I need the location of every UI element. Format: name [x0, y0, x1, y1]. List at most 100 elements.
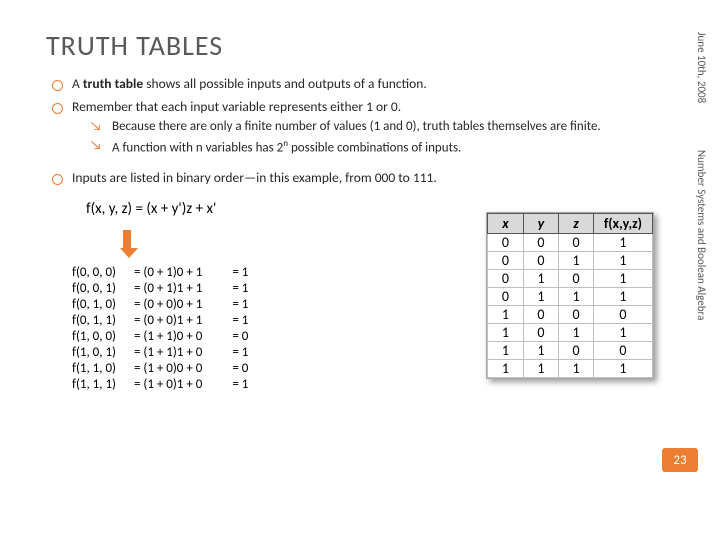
page-number-badge: 23 — [662, 448, 698, 472]
down-arrow-icon — [120, 230, 134, 258]
calc-result: = 1 — [210, 264, 256, 280]
calc-fn: f(1, 1, 1) — [72, 376, 124, 392]
bullet-3: Inputs are listed in binary order—in thi… — [50, 169, 674, 186]
truth-cell: 1 — [593, 360, 652, 378]
truth-cell: 1 — [593, 252, 652, 270]
calc-expr: = (0 + 1)1 + 1 — [124, 280, 210, 296]
truth-header: y — [523, 214, 559, 234]
text: A function with n variables has 2 — [112, 140, 283, 155]
calc-result: = 1 — [210, 376, 256, 392]
truth-cell: 0 — [488, 234, 523, 252]
calc-expr: = (0 + 0)1 + 1 — [124, 312, 210, 328]
truth-cell: 1 — [593, 288, 652, 306]
formula-block: f(x, y, z) = (x + y')z + x' f(0, 0, 0)= … — [72, 200, 412, 392]
sub-bullet-list: Because there are only a finite number o… — [72, 115, 674, 163]
calc-row: f(1, 1, 0)= (1 + 0)0 + 0= 0 — [72, 360, 256, 376]
calc-fn: f(0, 1, 0) — [72, 296, 124, 312]
sub-bullet-2b: A function with n variables has 2n possi… — [90, 138, 674, 155]
bullet-list: A truth table shows all possible inputs … — [46, 75, 674, 186]
truth-cell: 1 — [593, 324, 652, 342]
calc-result: = 0 — [210, 328, 256, 344]
calc-result: = 0 — [210, 360, 256, 376]
truth-cell: 1 — [559, 252, 594, 270]
calc-result: = 1 — [210, 344, 256, 360]
truth-row: 0111 — [488, 288, 653, 306]
calc-row: f(1, 0, 0)= (1 + 1)0 + 0= 0 — [72, 328, 256, 344]
truth-cell: 0 — [488, 270, 523, 288]
calc-fn: f(1, 0, 1) — [72, 344, 124, 360]
lower-content: f(x, y, z) = (x + y')z + x' f(0, 0, 0)= … — [46, 200, 674, 392]
truth-cell: 1 — [488, 342, 523, 360]
truth-cell: 0 — [523, 234, 559, 252]
slide-title: TRUTH TABLES — [46, 28, 674, 63]
calculation-table: f(0, 0, 0)= (0 + 1)0 + 1= 1f(0, 0, 1)= (… — [72, 264, 256, 392]
bold-text: truth table — [83, 75, 143, 92]
truth-cell: 1 — [559, 288, 594, 306]
calc-result: = 1 — [210, 312, 256, 328]
calc-fn: f(0, 0, 1) — [72, 280, 124, 296]
truth-cell: 0 — [593, 342, 652, 360]
calc-fn: f(1, 1, 0) — [72, 360, 124, 376]
calc-result: = 1 — [210, 296, 256, 312]
truth-row: 1011 — [488, 324, 653, 342]
truth-cell: 1 — [523, 270, 559, 288]
truth-row: 0101 — [488, 270, 653, 288]
truth-cell: 1 — [559, 324, 594, 342]
truth-row: 0001 — [488, 234, 653, 252]
truth-cell: 0 — [523, 252, 559, 270]
text: Remember that each input variable repres… — [72, 98, 401, 115]
calc-expr: = (1 + 0)0 + 0 — [124, 360, 210, 376]
truth-cell: 0 — [559, 342, 594, 360]
calc-expr: = (1 + 0)1 + 0 — [124, 376, 210, 392]
bullet-2: Remember that each input variable repres… — [50, 98, 674, 163]
truth-cell: 1 — [488, 306, 523, 324]
truth-cell: 1 — [488, 360, 523, 378]
calc-row: f(1, 1, 1)= (1 + 0)1 + 0= 1 — [72, 376, 256, 392]
truth-cell: 1 — [488, 324, 523, 342]
truth-cell: 0 — [523, 324, 559, 342]
sub-bullet-2a: Because there are only a finite number o… — [90, 119, 674, 134]
calc-result: = 1 — [210, 280, 256, 296]
truth-cell: 0 — [488, 288, 523, 306]
calc-row: f(0, 1, 1)= (0 + 0)1 + 1= 1 — [72, 312, 256, 328]
calc-row: f(1, 0, 1)= (1 + 1)1 + 0= 1 — [72, 344, 256, 360]
truth-cell: 1 — [593, 270, 652, 288]
truth-cell: 0 — [488, 252, 523, 270]
truth-header: x — [488, 214, 523, 234]
sidebar-course: Number Systems and Boolean Algebra — [695, 150, 708, 320]
calc-expr: = (0 + 1)0 + 1 — [124, 264, 210, 280]
text: possible combinations of inputs. — [288, 140, 461, 155]
calc-expr: = (1 + 1)0 + 0 — [124, 328, 210, 344]
truth-cell: 1 — [523, 288, 559, 306]
calc-expr: = (1 + 1)1 + 0 — [124, 344, 210, 360]
truth-cell: 0 — [559, 270, 594, 288]
calc-row: f(0, 0, 0)= (0 + 1)0 + 1= 1 — [72, 264, 256, 280]
truth-cell: 1 — [593, 234, 652, 252]
truth-table-panel: xyzf(x,y,z) 0001001101010111100010111100… — [486, 212, 654, 379]
calc-fn: f(0, 1, 1) — [72, 312, 124, 328]
truth-cell: 0 — [523, 306, 559, 324]
truth-header: f(x,y,z) — [593, 214, 652, 234]
truth-cell: 0 — [593, 306, 652, 324]
truth-cell: 0 — [559, 234, 594, 252]
bullet-1: A truth table shows all possible inputs … — [50, 75, 674, 92]
truth-cell: 1 — [523, 342, 559, 360]
calc-row: f(0, 0, 1)= (0 + 1)1 + 1= 1 — [72, 280, 256, 296]
truth-row: 0011 — [488, 252, 653, 270]
truth-cell: 0 — [559, 306, 594, 324]
text: A — [72, 75, 83, 92]
truth-row: 1111 — [488, 360, 653, 378]
text: shows all possible inputs and outputs of… — [143, 75, 427, 92]
formula: f(x, y, z) = (x + y')z + x' — [86, 200, 412, 218]
truth-cell: 1 — [523, 360, 559, 378]
truth-cell: 1 — [559, 360, 594, 378]
slide: TRUTH TABLES June 10th, 2008 Number Syst… — [0, 0, 720, 540]
calc-fn: f(0, 0, 0) — [72, 264, 124, 280]
calc-row: f(0, 1, 0)= (0 + 0)0 + 1= 1 — [72, 296, 256, 312]
truth-table: xyzf(x,y,z) 0001001101010111100010111100… — [487, 213, 653, 378]
truth-row: 1000 — [488, 306, 653, 324]
truth-row: 1100 — [488, 342, 653, 360]
calc-fn: f(1, 0, 0) — [72, 328, 124, 344]
calc-expr: = (0 + 0)0 + 1 — [124, 296, 210, 312]
truth-header: z — [559, 214, 594, 234]
